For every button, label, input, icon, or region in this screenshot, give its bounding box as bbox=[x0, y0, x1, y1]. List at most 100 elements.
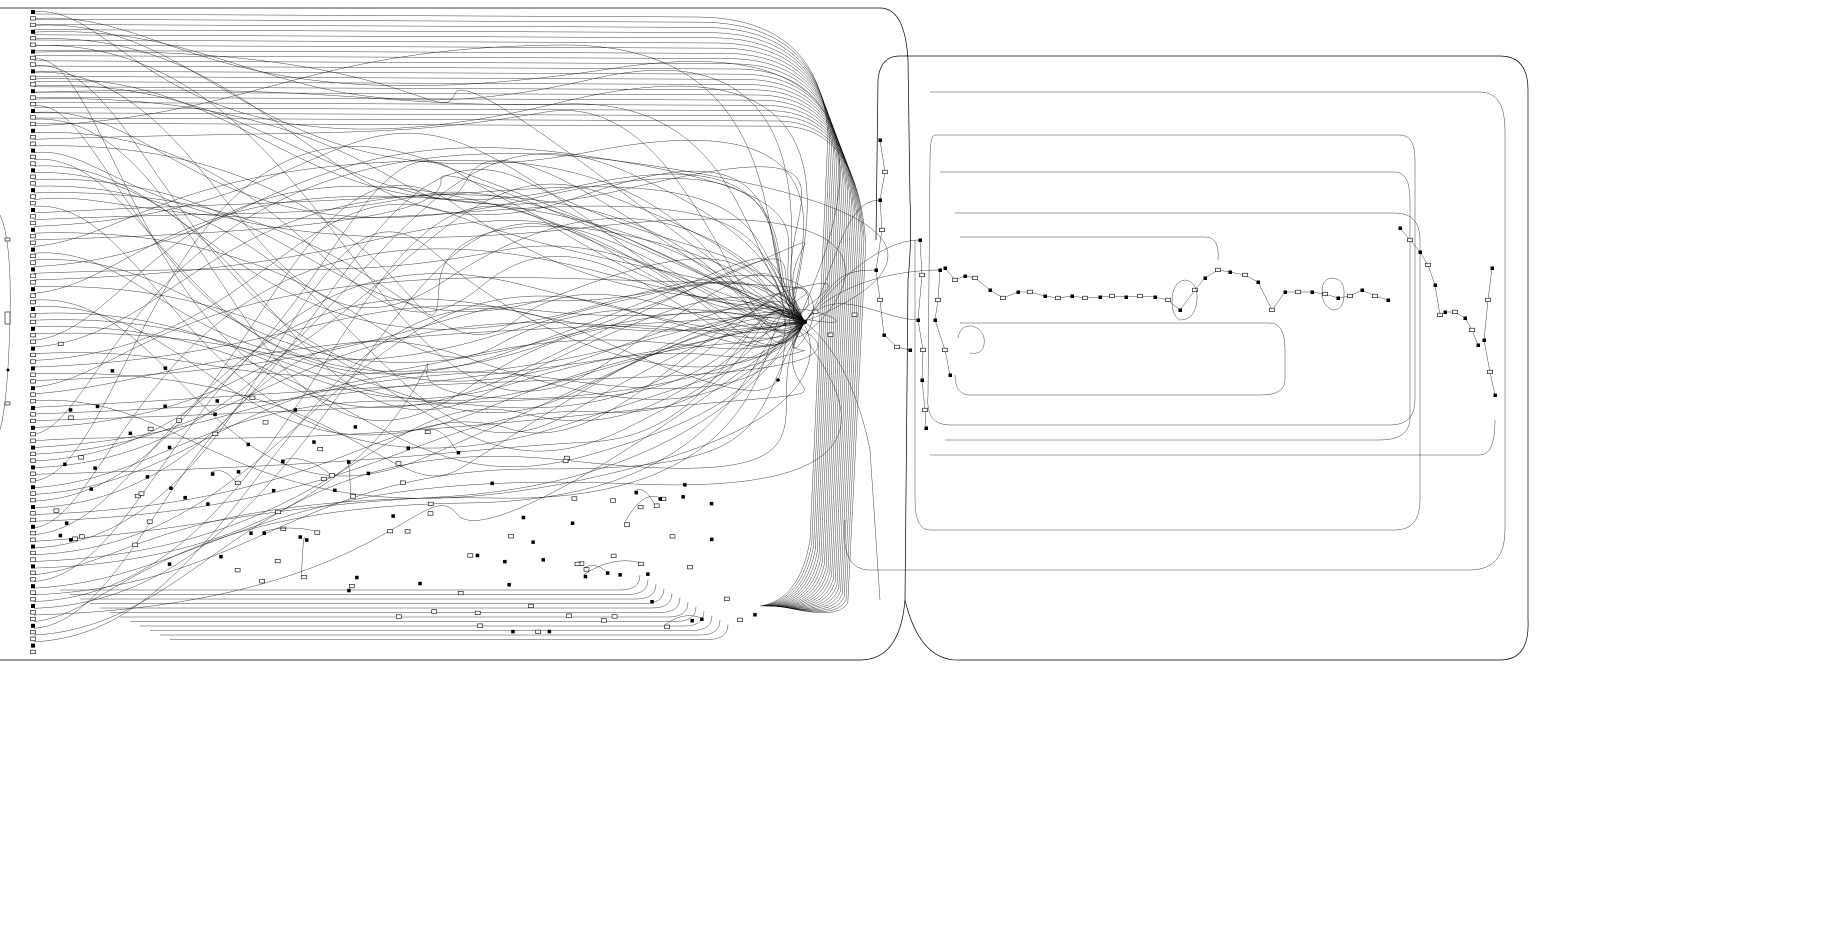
spine-edge bbox=[1427, 264, 1436, 286]
graph-node bbox=[1476, 343, 1480, 347]
graph-node bbox=[146, 519, 153, 524]
fan-edge bbox=[33, 321, 806, 636]
fan-edge bbox=[33, 314, 806, 448]
entry-node bbox=[31, 307, 35, 311]
loop-edge bbox=[33, 96, 858, 609]
connector-edge bbox=[583, 560, 639, 576]
graph-node bbox=[68, 408, 73, 412]
fan-edge bbox=[33, 195, 806, 323]
graph-node bbox=[1418, 250, 1422, 254]
fan-edge bbox=[33, 273, 806, 582]
graph-node bbox=[637, 504, 644, 510]
spine-edge bbox=[879, 199, 883, 231]
loop-edge bbox=[954, 322, 1286, 396]
connector-edge bbox=[301, 537, 306, 576]
graph-node bbox=[418, 581, 422, 586]
entry-node bbox=[30, 392, 36, 397]
spine-edge bbox=[879, 171, 886, 201]
spine-edge bbox=[934, 299, 939, 321]
spine-edge bbox=[944, 349, 951, 376]
graph-node bbox=[531, 540, 535, 544]
graph-node bbox=[176, 418, 182, 423]
graph-node bbox=[1347, 293, 1353, 299]
outer-loop-edges bbox=[0, 7, 1529, 661]
hub-edge bbox=[804, 321, 881, 601]
graph-node bbox=[249, 531, 253, 535]
graph-node bbox=[610, 498, 616, 503]
graph-node bbox=[972, 275, 978, 281]
entry-node bbox=[31, 49, 35, 54]
graph-node bbox=[262, 531, 266, 535]
chain-edge bbox=[1179, 289, 1196, 311]
graph-node bbox=[427, 511, 434, 516]
entry-node bbox=[31, 188, 35, 193]
graph-node bbox=[583, 574, 588, 579]
spine-edge bbox=[1419, 251, 1429, 266]
graph-node bbox=[219, 554, 223, 559]
graph-node bbox=[249, 395, 256, 400]
fan-edge bbox=[33, 321, 806, 569]
connector-edge bbox=[624, 496, 659, 523]
spine-edge bbox=[921, 379, 926, 411]
loop-edge bbox=[33, 112, 863, 612]
graph-node bbox=[547, 629, 552, 634]
graph-node bbox=[827, 332, 834, 337]
entry-node bbox=[30, 42, 36, 47]
return-edge bbox=[150, 615, 713, 631]
entry-node bbox=[30, 22, 36, 28]
graph-node bbox=[293, 408, 298, 412]
entry-node bbox=[31, 544, 35, 549]
graph-node bbox=[212, 431, 219, 436]
loop-edge bbox=[914, 212, 1421, 531]
graph-node bbox=[1443, 310, 1447, 314]
fan-edge bbox=[33, 11, 808, 325]
graph-node bbox=[387, 529, 393, 534]
fan-edge bbox=[33, 312, 806, 399]
graph-node bbox=[259, 579, 265, 584]
graph-node bbox=[64, 521, 69, 525]
entry-node bbox=[30, 16, 36, 21]
entry-node bbox=[31, 406, 35, 410]
graph-node bbox=[878, 198, 882, 202]
entry-node bbox=[31, 584, 35, 589]
graph-node bbox=[1098, 295, 1102, 299]
graph-node bbox=[395, 614, 402, 619]
graph-node bbox=[1487, 369, 1493, 375]
graph-node bbox=[1153, 295, 1157, 299]
entry-node bbox=[31, 247, 35, 252]
graph-node bbox=[78, 455, 84, 460]
graph-node bbox=[1485, 297, 1491, 303]
graph-node bbox=[262, 420, 269, 425]
entry-node bbox=[30, 339, 36, 344]
connector-edge bbox=[281, 458, 330, 474]
graph-node bbox=[571, 496, 578, 501]
fan-edge bbox=[33, 295, 806, 555]
graph-node bbox=[562, 458, 569, 464]
graph-node bbox=[1055, 295, 1061, 301]
fan-edge bbox=[33, 259, 806, 363]
fan-edge bbox=[33, 321, 806, 629]
graph-node bbox=[1310, 290, 1314, 294]
graph-node bbox=[1463, 316, 1467, 320]
fan-edge bbox=[33, 38, 806, 323]
graph-node bbox=[879, 227, 885, 232]
entry-node bbox=[31, 287, 35, 292]
entry-node bbox=[30, 260, 36, 265]
graph-node bbox=[1336, 296, 1340, 300]
entry-node bbox=[30, 253, 36, 258]
spine-edge bbox=[1483, 299, 1489, 341]
entry-node bbox=[31, 485, 35, 490]
graph-node bbox=[938, 268, 942, 272]
fan-edge bbox=[33, 89, 806, 323]
graph-node bbox=[53, 508, 60, 513]
entry-node bbox=[30, 115, 36, 120]
entry-node bbox=[31, 109, 35, 113]
loop-edge bbox=[33, 102, 859, 610]
fan-edge bbox=[33, 169, 806, 509]
graph-node bbox=[922, 407, 928, 413]
fan-edge bbox=[33, 132, 806, 347]
entry-node bbox=[30, 418, 36, 424]
entry-node bbox=[30, 352, 36, 358]
graph-node bbox=[1192, 287, 1198, 293]
entry-node bbox=[30, 121, 36, 126]
